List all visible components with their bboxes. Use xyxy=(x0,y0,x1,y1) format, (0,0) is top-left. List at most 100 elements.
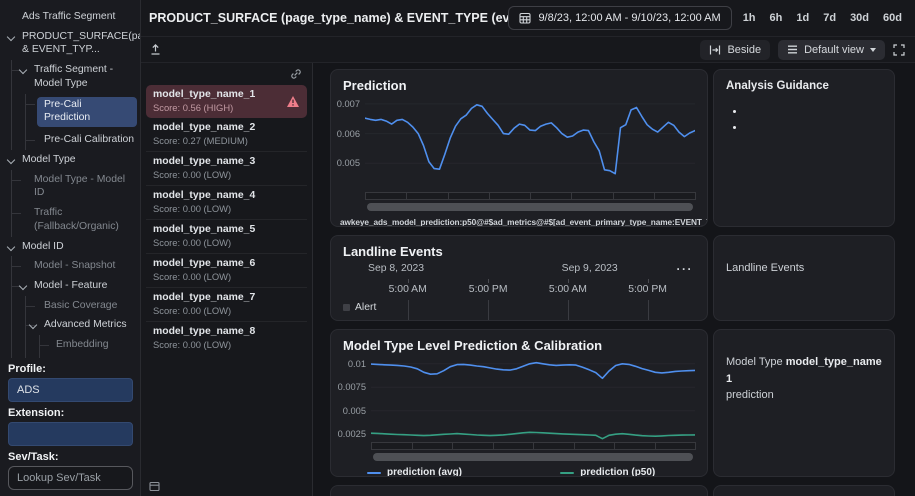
tree-item-pre-cali-prediction[interactable]: Pre-Cali Prediction xyxy=(0,94,140,130)
ellipsis-menu[interactable]: ··· xyxy=(677,262,694,276)
chart-scrollbar[interactable] xyxy=(367,203,693,211)
timeline-gridline xyxy=(568,300,569,321)
fullscreen-button[interactable] xyxy=(893,44,905,56)
model-list-panel: model_type_name_1 Score: 0.56 (HIGH) mod… xyxy=(141,63,313,496)
secondary-toolbar: Beside Default view xyxy=(141,37,915,63)
profile-input[interactable] xyxy=(8,378,133,402)
metric-line-1: awkeye_ads_model_prediction:p50@#$ad_met… xyxy=(340,217,697,227)
y-tick-label: 0.01 xyxy=(348,359,366,369)
tree-item-ads-traffic-segment[interactable]: Ads Traffic Segment xyxy=(0,7,140,27)
tree-item-traffic-segment-model-type[interactable]: Traffic Segment - Model Type xyxy=(0,60,140,93)
landline-timeline[interactable]: ··· Sep 8, 2023 Sep 9, 2023 5:00 AM 5:00… xyxy=(331,263,707,321)
view-selector[interactable]: Default view xyxy=(778,40,885,60)
tree-item-traffic-fallback-organic[interactable]: Traffic (Fallback/Organic) xyxy=(0,203,140,236)
calibration-title: Model Type Level Prediction & Calibratio… xyxy=(331,330,707,355)
model-list-item[interactable]: model_type_name_5 Score: 0.00 (LOW) xyxy=(146,220,307,254)
chevron-down-icon xyxy=(29,321,37,329)
legend-item-prediction-p50[interactable]: prediction (p50) xyxy=(560,467,655,477)
tree-item-label: Traffic Segment - Model Type xyxy=(34,64,113,89)
bullet-icon xyxy=(733,126,736,129)
tree-item-model-snapshot[interactable]: Model - Snapshot xyxy=(0,256,140,276)
tree-item-model-id[interactable]: Model ID xyxy=(0,237,140,257)
chevron-down-icon xyxy=(7,156,15,164)
model-score: Score: 0.27 (MEDIUM) xyxy=(153,135,300,146)
timeline-tick xyxy=(488,279,489,283)
alert-swatch-icon xyxy=(343,304,350,311)
model-list-item[interactable]: model_type_name_8 Score: 0.00 (LOW) xyxy=(146,322,307,355)
beside-layout-icon xyxy=(709,44,721,56)
prediction-row: Prediction 0.0070.0060.005 awkeye_ads_mo… xyxy=(330,69,915,227)
model-list-item[interactable]: model_type_name_1 Score: 0.56 (HIGH) xyxy=(146,85,307,118)
landline-row: Landline Events ··· Sep 8, 2023 Sep 9, 2… xyxy=(330,235,915,321)
header: PRODUCT_SURFACE (page_type_name) & EVENT… xyxy=(141,0,915,37)
beside-label: Beside xyxy=(727,44,761,56)
tree-item-label: Embedding xyxy=(56,339,109,350)
extension-input[interactable] xyxy=(8,422,133,446)
prediction-chart[interactable]: 0.0070.0060.005 xyxy=(365,98,695,190)
prediction-card: Prediction 0.0070.0060.005 awkeye_ads_mo… xyxy=(330,69,708,227)
chart-scrollbar[interactable] xyxy=(373,453,693,461)
range-1h-button[interactable]: 1h xyxy=(736,8,763,28)
model-list-item[interactable]: model_type_name_4 Score: 0.00 (LOW) xyxy=(146,186,307,220)
model-list-item[interactable]: model_type_name_6 Score: 0.00 (LOW) xyxy=(146,254,307,288)
legend-swatch-icon xyxy=(560,472,574,474)
range-6h-button[interactable]: 6h xyxy=(763,8,790,28)
legend-item-prediction-avg[interactable]: prediction (avg) xyxy=(367,467,464,477)
model-type-suffix: prediction xyxy=(726,387,882,404)
tree-item-advanced-metrics[interactable]: Advanced Metrics xyxy=(0,315,140,335)
model-name: model_type_name_1 xyxy=(153,89,286,100)
model-list-item[interactable]: model_type_name_7 Score: 0.00 (LOW) xyxy=(146,288,307,322)
range-30d-button[interactable]: 30d xyxy=(843,8,876,28)
y-tick-label: 0.007 xyxy=(337,99,360,109)
analysis-guidance-title: Analysis Guidance xyxy=(726,80,882,92)
link-icon[interactable] xyxy=(290,68,302,80)
guidance-bullets xyxy=(726,110,882,129)
menu-icon xyxy=(787,44,798,55)
sevtask-input[interactable] xyxy=(8,466,133,490)
extension-label: Extension: xyxy=(0,402,140,422)
range-60d-button[interactable]: 60d xyxy=(876,8,909,28)
tree-item-label: Model ID xyxy=(22,241,64,252)
alert-legend-item[interactable]: Alert xyxy=(343,302,376,313)
tree-item-model-type-model-id[interactable]: Model Type - Model ID xyxy=(0,170,140,203)
model-type-info-card: Model Type model_type_name 1 prediction xyxy=(713,329,895,477)
date-range-text: 9/8/23, 12:00 AM - 9/10/23, 12:00 AM xyxy=(538,12,720,24)
timeline-time: 5:00 PM xyxy=(628,284,667,295)
range-1d-button[interactable]: 1d xyxy=(789,8,816,28)
date-range-picker[interactable]: 9/8/23, 12:00 AM - 9/10/23, 12:00 AM xyxy=(508,6,731,30)
tree-item-pre-cali-calibration[interactable]: Pre-Cali Calibration xyxy=(0,130,140,150)
model-score: Score: 0.00 (LOW) xyxy=(153,305,300,316)
view-label: Default view xyxy=(804,44,864,56)
legend-swatch-icon xyxy=(367,472,381,474)
tree-item-basic-coverage[interactable]: Basic Coverage xyxy=(0,296,140,316)
tree-item-label: Model - Feature xyxy=(34,280,107,291)
model-score: Score: 0.00 (LOW) xyxy=(153,169,300,180)
metric-expression: awkeye_ads_model_prediction:p50@#$ad_met… xyxy=(331,211,707,227)
tree-item-model-feature[interactable]: Model - Feature xyxy=(0,276,140,296)
range-7d-button[interactable]: 7d xyxy=(816,8,843,28)
model-list-item[interactable]: model_type_name_3 Score: 0.00 (LOW) xyxy=(146,152,307,186)
timeline-gridline xyxy=(408,300,409,321)
tree-item-model-type[interactable]: Model Type xyxy=(0,150,140,170)
timeline-gridline xyxy=(648,300,649,321)
partial-info-card xyxy=(713,485,895,496)
chart-canvas xyxy=(371,358,695,440)
y-tick-label: 0.005 xyxy=(337,158,360,168)
landline-events-title: Landline Events xyxy=(331,236,707,261)
tree-item-label: Ads Traffic Segment xyxy=(22,11,115,22)
model-name: model_type_name_6 xyxy=(153,258,300,269)
tree-item-product-surface[interactable]: PRODUCT_SURFACE(page_type_name) & EVENT_… xyxy=(0,27,140,60)
tree-item-dense[interactable]: Dense xyxy=(0,355,140,358)
calibration-chart[interactable]: 0.010.00750.0050.0025 xyxy=(371,358,695,440)
chevron-down-icon xyxy=(870,48,876,52)
alert-legend-label: Alert xyxy=(355,302,376,313)
landline-events-card: Landline Events ··· Sep 8, 2023 Sep 9, 2… xyxy=(330,235,708,321)
tree-item-label: Model - Snapshot xyxy=(34,260,115,271)
beside-button[interactable]: Beside xyxy=(700,40,770,60)
bullet-icon xyxy=(733,110,736,113)
panel-widget-button[interactable] xyxy=(141,477,312,496)
upload-button[interactable] xyxy=(149,43,162,56)
tree-item-embedding[interactable]: Embedding xyxy=(0,335,140,355)
timeline-time: 5:00 PM xyxy=(469,284,508,295)
model-list-item[interactable]: model_type_name_2 Score: 0.27 (MEDIUM) xyxy=(146,118,307,152)
